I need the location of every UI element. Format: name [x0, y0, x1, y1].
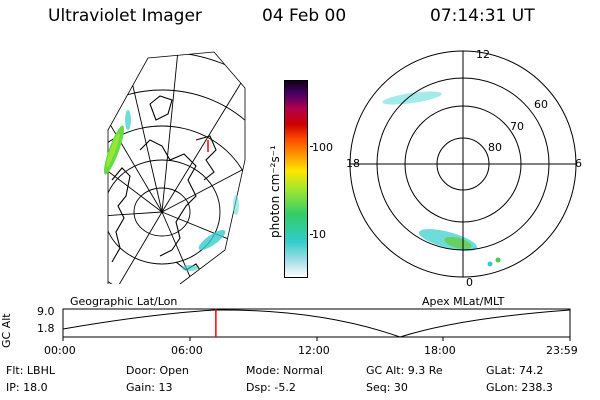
altitude-xtick-1800: 18:00	[424, 344, 456, 357]
mlat-label-80: 80	[488, 141, 502, 154]
right-panel-caption: Apex MLat/MLT	[422, 295, 505, 308]
colorbar	[284, 80, 308, 278]
mlt-label-6: 6	[575, 157, 582, 170]
altitude-ylabel: GC Alt	[0, 313, 13, 348]
status-gc-alt: GC Alt: 9.3 Re	[366, 364, 443, 377]
colorbar-tick-10: 10	[312, 228, 326, 241]
status-gain: Gain: 13	[126, 381, 173, 394]
status-mode: Mode: Normal	[246, 364, 323, 377]
mlat-label-70: 70	[510, 120, 524, 133]
status-filter: Flt: LBHL	[6, 364, 55, 377]
mlt-label-0: 0	[466, 276, 473, 289]
instrument-title: Ultraviolet Imager	[48, 6, 202, 26]
altitude-xtick-0600: 06:00	[171, 344, 203, 357]
altitude-xtick-1200: 12:00	[298, 344, 330, 357]
mlt-label-12: 12	[476, 48, 490, 61]
altitude-xtick-0000: 00:00	[44, 344, 76, 357]
left-panel-caption: Geographic Lat/Lon	[70, 295, 178, 308]
altitude-ytick-max: 9.0	[37, 305, 55, 318]
colorbar-unit-label: photon cm⁻²s⁻¹	[268, 145, 282, 238]
colorbar-tick-100: 100	[312, 141, 333, 154]
mlt-label-18: 18	[346, 157, 360, 170]
status-seq: Seq: 30	[366, 381, 408, 394]
aurora-emission-left	[103, 110, 239, 271]
altitude-ytick-min: 1.8	[37, 322, 55, 335]
mlat-label-60: 60	[534, 98, 548, 111]
status-glat: GLat: 74.2	[486, 364, 544, 377]
status-dsp: Dsp: -5.2	[246, 381, 296, 394]
date-label: 04 Feb 00	[262, 6, 347, 26]
aurora-emission-right	[382, 91, 501, 267]
altitude-xtick-2359: 23:59	[546, 344, 578, 357]
status-glon: GLon: 238.3	[486, 381, 553, 394]
status-ip: IP: 18.0	[6, 381, 48, 394]
time-label: 07:14:31 UT	[430, 6, 535, 26]
status-door: Door: Open	[126, 364, 189, 377]
